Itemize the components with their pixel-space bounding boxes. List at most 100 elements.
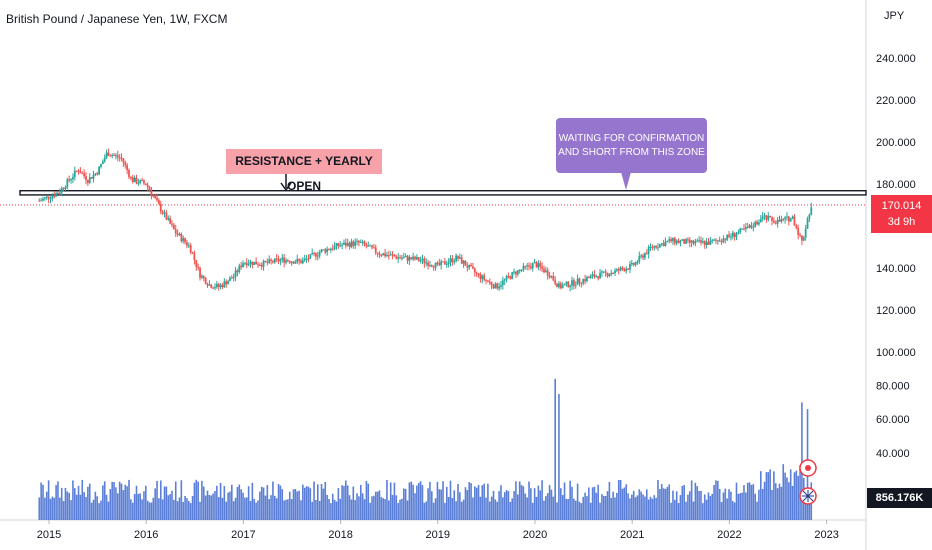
candle-body	[144, 183, 147, 185]
candle-body	[672, 237, 674, 242]
volume-bar	[672, 490, 674, 520]
price-tick-label: 220.000	[876, 95, 916, 107]
candle-body	[647, 246, 650, 254]
candle-body	[797, 227, 800, 235]
volume-bar	[617, 479, 620, 520]
candle-body	[666, 241, 669, 243]
candle-body	[610, 273, 613, 275]
volume-bar	[335, 501, 338, 520]
candle-body	[793, 216, 796, 226]
volume-bar	[294, 489, 297, 520]
volume-bar	[561, 495, 564, 520]
candle-body	[128, 170, 130, 177]
volume-bar	[275, 498, 278, 520]
volume-bar	[769, 469, 771, 520]
volume-bar	[496, 501, 499, 520]
candle-body	[161, 211, 164, 214]
volume-bar	[292, 489, 295, 520]
candle-body	[767, 215, 770, 220]
candle-body	[225, 281, 228, 285]
candle-body	[602, 271, 605, 273]
volume-bar	[431, 491, 433, 520]
candle-body	[774, 222, 777, 224]
volume-bar	[698, 491, 700, 520]
volume-bar	[320, 483, 323, 520]
volume-bar	[60, 487, 63, 520]
volume-bar	[709, 496, 712, 520]
candle-body	[642, 255, 644, 258]
candle-body	[143, 180, 145, 184]
candle-body	[485, 279, 487, 281]
candle-body	[724, 238, 727, 240]
candle-body	[223, 281, 226, 287]
candle-body	[587, 277, 590, 279]
candle-body	[696, 240, 699, 242]
resistance-label[interactable]: RESISTANCE + YEARLY OPEN	[226, 149, 382, 193]
volume-bar	[644, 496, 646, 520]
volume-bar	[797, 475, 799, 520]
volume-bar	[558, 394, 560, 520]
volume-bar	[554, 378, 556, 520]
volume-bar	[100, 500, 102, 520]
candle-body	[146, 184, 149, 187]
candle-body	[651, 246, 654, 248]
volume-bar	[219, 482, 222, 520]
volume-bar	[225, 501, 228, 520]
volume-bar	[102, 485, 104, 520]
candle-body	[475, 272, 478, 274]
volume-bar	[801, 402, 803, 520]
volume-bar	[331, 493, 334, 520]
volume-bar	[369, 502, 371, 520]
candle-body	[453, 261, 456, 263]
volume-bar	[474, 486, 476, 520]
volume-bar	[406, 500, 409, 520]
candle-body	[150, 190, 153, 196]
volume-group	[38, 378, 813, 520]
candle-body	[73, 170, 76, 177]
candle-body	[750, 225, 753, 228]
candle-body	[552, 276, 555, 281]
candle-body	[57, 193, 59, 195]
volume-bar	[642, 494, 644, 520]
volume-bar	[259, 491, 261, 520]
volume-bar	[255, 502, 257, 520]
volume-bar	[795, 470, 798, 520]
volume-bar	[216, 485, 218, 520]
candle-body	[58, 192, 61, 194]
volume-bar	[502, 497, 504, 520]
volume-bar	[116, 493, 119, 520]
candle-body	[621, 267, 624, 270]
volume-bar	[266, 485, 269, 520]
candle-body	[634, 262, 637, 265]
callout-pointer	[621, 172, 631, 190]
volume-bar	[217, 497, 220, 520]
volume-bar	[96, 496, 99, 520]
volume-bar	[365, 481, 368, 520]
candle-body	[126, 165, 129, 171]
candle-body	[245, 262, 248, 266]
candle-body	[806, 218, 809, 229]
volume-bar	[737, 493, 740, 520]
candle-body	[501, 280, 504, 286]
candle-body	[709, 240, 712, 245]
candle-body	[380, 254, 383, 256]
volume-bar	[214, 491, 216, 520]
volume-bar	[404, 488, 407, 520]
volume-bar	[632, 490, 635, 520]
volume-bar	[702, 503, 704, 520]
volume-bar	[771, 489, 773, 520]
candle-body	[129, 176, 132, 178]
callout-bubble[interactable]: WAITING FOR CONFIRMATION AND SHORT FROM …	[556, 118, 707, 173]
volume-bar	[715, 480, 717, 520]
volume-bar	[492, 490, 495, 520]
volume-bar	[287, 499, 289, 520]
volume-bar	[305, 486, 308, 520]
candle-body	[707, 241, 710, 245]
volume-bar	[483, 483, 485, 520]
volume-bar	[345, 480, 347, 520]
candle-body	[608, 274, 611, 277]
candle-body	[208, 284, 211, 286]
candle-body	[186, 242, 188, 246]
candle-body	[109, 155, 112, 157]
